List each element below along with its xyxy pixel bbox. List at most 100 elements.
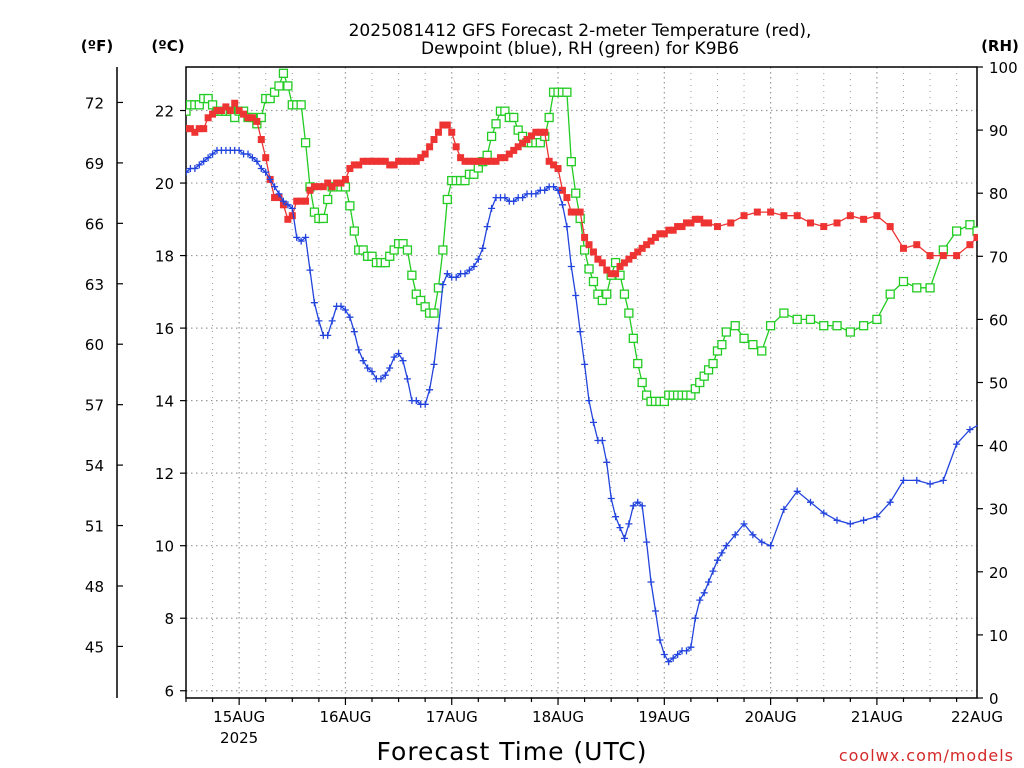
dewpoint-point [873, 513, 881, 521]
temperature-point [647, 237, 655, 245]
temperature-point [536, 128, 544, 136]
temperature-point [364, 157, 372, 165]
dewpoint-point [519, 194, 527, 202]
dewpoint-point [279, 197, 287, 205]
dewpoint-point [660, 651, 668, 658]
dewpoint-point [377, 375, 385, 383]
temperature-point [563, 194, 571, 202]
rh-point [300, 138, 311, 148]
dewpoint-point [740, 520, 748, 528]
rh-point [588, 276, 599, 287]
dewpoint-point [625, 520, 633, 528]
temperature-point [284, 215, 292, 223]
dewpoint-point [262, 168, 270, 176]
temperature-point [820, 223, 828, 231]
rh-point [628, 333, 638, 343]
rh-tick-label: 10 [989, 627, 1008, 645]
temperature-point [302, 197, 310, 205]
temperature-point [780, 212, 788, 220]
x-tick-year-label: 2025 [220, 729, 258, 747]
dewpoint-point [483, 223, 491, 231]
temperature-point [253, 117, 261, 125]
rh-point [912, 283, 922, 293]
temperature-point [350, 161, 358, 169]
temperature-point [620, 259, 628, 267]
temperature-point [222, 103, 230, 111]
temperature-point [355, 161, 363, 169]
dewpoint-point [807, 498, 814, 506]
dewpoint-point [470, 263, 478, 270]
rh-point [819, 321, 829, 331]
dewpoint-point [368, 368, 376, 376]
dewpoint-point [913, 476, 921, 484]
temperature-point [860, 215, 868, 223]
temperature-point [607, 270, 615, 278]
dewpoint-point [430, 360, 438, 368]
temperature-point [465, 157, 473, 165]
rh-point [442, 194, 452, 205]
dewpoint-point [204, 154, 212, 162]
rh-point [349, 226, 359, 236]
dewpoint-point [324, 331, 332, 339]
dewpoint-point [652, 607, 659, 615]
rh-point [965, 220, 975, 230]
rh-point [429, 308, 439, 318]
series-dewpoint [186, 146, 987, 666]
temperature-point [483, 157, 491, 165]
temperature-point [372, 157, 380, 165]
dewpoint-point [359, 357, 367, 365]
rh-point [730, 321, 740, 331]
dewpoint-point [355, 346, 363, 354]
rh-tick-label: 20 [989, 564, 1008, 582]
dewpoint-point [510, 197, 518, 205]
dewpoint-point [612, 513, 620, 521]
temperature-point [337, 179, 345, 187]
dewpoint-point [297, 237, 305, 245]
temperature-point [767, 208, 775, 216]
dewpoint-point [980, 419, 987, 426]
temperature-point [554, 165, 562, 173]
dewpoint-point [647, 578, 655, 586]
temperature-point [598, 259, 606, 267]
dewpoint-point [364, 364, 372, 372]
chart-title-line1: 2025081412 GFS Forecast 2-meter Temperat… [349, 21, 812, 41]
rh-point [872, 314, 882, 325]
dewpoint-point [687, 643, 695, 651]
temperature-point [443, 121, 451, 129]
rh-point [562, 87, 572, 97]
temperature-point [678, 223, 686, 231]
dewpoint-point [244, 150, 252, 158]
temperature-point [417, 154, 425, 162]
dewpoint-point [302, 233, 310, 241]
dewpoint-point [674, 651, 682, 658]
temperature-point [873, 212, 881, 220]
dewpoint-point [607, 495, 615, 502]
dewpoint-point [341, 306, 349, 314]
temperature-point [271, 194, 279, 202]
rh-point [619, 289, 630, 299]
temperature-point [235, 107, 243, 115]
temperature-point [204, 114, 212, 122]
plot-frame [185, 66, 978, 699]
x-tick-label: 18AUG [532, 708, 584, 726]
rh-point [925, 283, 935, 293]
temperature-point [257, 136, 265, 144]
temperature-point [315, 183, 323, 191]
temperature-point [496, 154, 504, 162]
rh-tick-label: 40 [989, 438, 1008, 456]
rh-point [407, 270, 417, 280]
temperature-point [386, 161, 394, 169]
temperature-point [682, 219, 690, 227]
dewpoint-point [634, 498, 642, 506]
dewpoint-point [328, 317, 336, 325]
rh-point [491, 119, 501, 129]
temperature-point [244, 114, 252, 122]
temperature-point [656, 230, 664, 238]
dewpoint-point [235, 146, 243, 154]
temperature-point [479, 157, 487, 165]
temperature-point [297, 197, 305, 205]
temperature-point [275, 194, 283, 202]
dewpoint-point [581, 360, 589, 368]
temperature-point [448, 128, 456, 136]
